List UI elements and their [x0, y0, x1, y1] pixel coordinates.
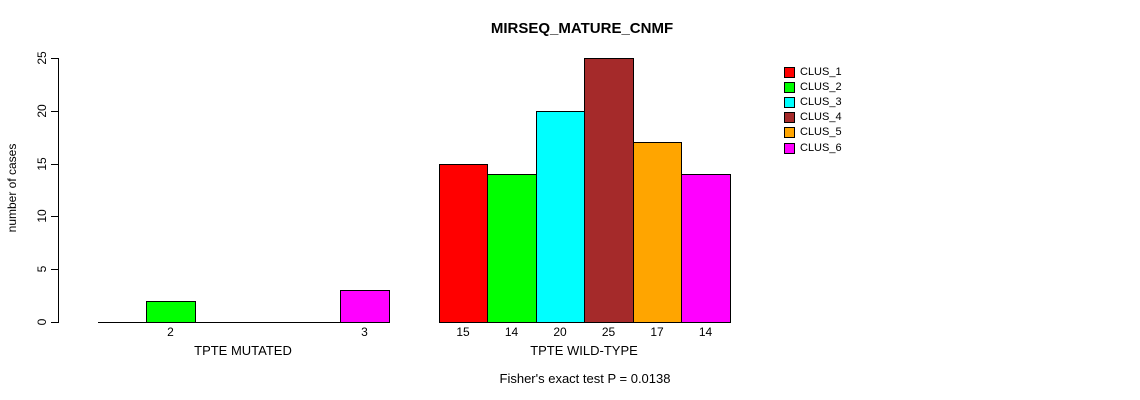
legend-label: CLUS_1 — [800, 66, 842, 79]
y-tick-mark — [51, 216, 58, 217]
y-tick-label: 25 — [35, 51, 49, 65]
bar-clus_1 — [439, 164, 488, 323]
y-tick-mark — [51, 269, 58, 270]
legend-item: CLUS_6 — [784, 140, 842, 155]
bar-clus_6 — [340, 290, 390, 323]
legend-label: CLUS_2 — [800, 81, 842, 94]
legend: CLUS_1 CLUS_2 CLUS_3 CLUS_4 CLUS_5 CLUS_6 — [784, 65, 842, 156]
y-tick-mark — [51, 58, 58, 59]
legend-item: CLUS_1 — [784, 65, 842, 80]
legend-swatch-clus_2 — [784, 82, 795, 94]
legend-item: CLUS_2 — [784, 80, 842, 95]
bar-value-label: 14 — [698, 325, 713, 339]
legend-swatch-clus_1 — [784, 67, 795, 79]
bar-value-label: 14 — [504, 325, 519, 339]
legend-label: CLUS_3 — [800, 96, 842, 109]
bar-clus_2 — [487, 174, 537, 323]
bar-value-label: 20 — [553, 325, 567, 339]
y-tick-mark — [51, 164, 58, 165]
legend-label: CLUS_6 — [800, 141, 842, 154]
y-tick-label: 5 — [35, 265, 49, 273]
legend-swatch-clus_5 — [784, 127, 795, 139]
group-label: TPTE MUTATED — [194, 343, 292, 358]
legend-label: CLUS_5 — [800, 126, 842, 139]
bar-clus_3 — [536, 111, 585, 323]
bar-value-label: 15 — [456, 325, 470, 339]
legend-swatch-clus_4 — [784, 112, 795, 124]
bar-value-label: 2 — [167, 325, 174, 339]
bar-value-label: 17 — [650, 325, 664, 339]
bar-clus_6 — [681, 174, 731, 323]
y-tick-mark — [51, 111, 58, 112]
legend-label: CLUS_4 — [800, 111, 842, 124]
y-axis-label: number of cases — [5, 143, 19, 233]
legend-item: CLUS_3 — [784, 95, 842, 110]
y-axis-line — [58, 58, 59, 323]
bar-value-label: 3 — [361, 325, 368, 339]
y-tick-label: 0 — [35, 318, 49, 326]
legend-swatch-clus_3 — [784, 97, 795, 109]
legend-swatch-clus_6 — [784, 142, 795, 154]
bar-clus_4 — [584, 58, 634, 323]
group-label: TPTE WILD-TYPE — [530, 343, 638, 358]
y-tick-mark — [51, 322, 58, 323]
y-tick-label: 10 — [35, 209, 49, 223]
chart-title: MIRSEQ_MATURE_CNMF — [490, 20, 674, 37]
bar-clus_5 — [633, 142, 682, 323]
x-baseline — [98, 322, 389, 323]
bar-clus_2 — [146, 301, 196, 323]
legend-item: CLUS_4 — [784, 110, 842, 125]
legend-item: CLUS_5 — [784, 125, 842, 140]
bar-value-label: 25 — [601, 325, 616, 339]
y-tick-label: 15 — [35, 157, 49, 171]
footnote: Fisher's exact test P = 0.0138 — [499, 371, 671, 386]
y-tick-label: 20 — [35, 104, 49, 118]
